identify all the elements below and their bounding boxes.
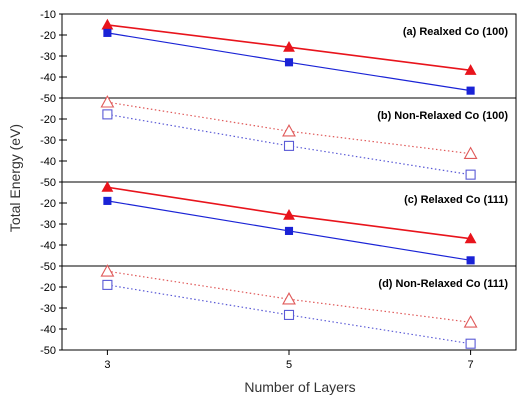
panel-4-title: (d) Non-Relaxed Co (111) [378,278,508,290]
panel-4-y-tick-label-2: -40 [40,324,56,336]
panel-1-series-1-point-1 [101,18,114,30]
panel-4-series-1-point-1 [100,264,115,277]
panel-1-y-tick-label-0: -10 [40,9,56,21]
panel-4-y-tick-label-3: -50 [40,345,56,357]
panel-1-y-tick-label-3: -40 [40,72,56,84]
panel-1-y-tick-label-4: -50 [40,93,56,105]
panel-3-series-1-point-1 [101,181,114,192]
x-tick-label-3: 7 [468,359,474,371]
panel-3-y-tick-label-3: -50 [40,261,56,273]
panel-2-y-tick-label-3: -50 [40,177,56,189]
panel-3-y-tick-label-1: -30 [40,219,56,231]
panel-1-y-tick-label-1: -20 [40,30,56,42]
panel-2-title: (b) Non-Relaxed Co (100) [377,110,508,122]
panel-1-series-2-point-1 [103,28,112,37]
panel-4-series-2-point-2 [283,309,295,320]
panel-1-series-2-point-2 [284,58,294,67]
panel-4-series-2-point-1 [102,279,113,290]
panel-2-y-tick-label-1: -30 [40,135,56,147]
panel-1-series-2-point-3 [466,86,475,95]
panels-group: -10 -20 -30 -40 -50 (a) Realxed Co (100) -20 -3… [40,9,517,371]
panel-4-series-1-line [107,270,471,323]
x-tick-label-2: 5 [286,359,292,371]
panel-3-y-tick-label-0: -20 [40,198,56,210]
panel-2-series-1-point-2 [282,124,296,137]
y-axis-label: Total Energy (eV) [7,124,23,232]
panel-2-series-2-point-2 [283,140,295,151]
panel-1-title: (a) Realxed Co (100) [403,26,508,38]
panel-2-series-1-line [107,101,471,155]
panel-4-series-1-point-3 [463,315,478,328]
panel-2-series-1-point-3 [463,146,478,159]
panel-1-y-tick-label-2: -30 [40,51,56,63]
panel-1-series-1-point-3 [464,64,477,75]
panel-4-series-2-point-3 [465,338,476,349]
panel-3-title: (c) Relaxed Co (111) [404,194,508,206]
panel-2-y-tick-label-0: -20 [40,114,56,126]
panel-2-series-1-point-1 [100,95,115,108]
panel-3-y-tick-label-2: -40 [40,240,56,252]
panel-3-series-1-point-2 [283,209,295,220]
panel-2-y-tick-label-2: -40 [40,156,56,168]
panel-3-series-2-point-3 [466,256,475,265]
panel-3-series-2-point-1 [103,196,112,205]
panel-4-series-1-point-2 [282,292,296,305]
panel-2-series-2-point-1 [102,109,113,120]
panel-3-series-1-point-3 [464,232,477,244]
x-axis-label: Number of Layers [244,379,355,395]
panel-1-series-1-point-2 [283,41,295,52]
panel-2-series-2-point-3 [465,169,476,180]
panel-4-y-tick-label-0: -20 [40,282,56,294]
x-tick-label-1: 3 [104,359,110,371]
panel-3-series-2-point-2 [284,226,294,235]
panel-4-y-tick-label-1: -30 [40,303,56,315]
